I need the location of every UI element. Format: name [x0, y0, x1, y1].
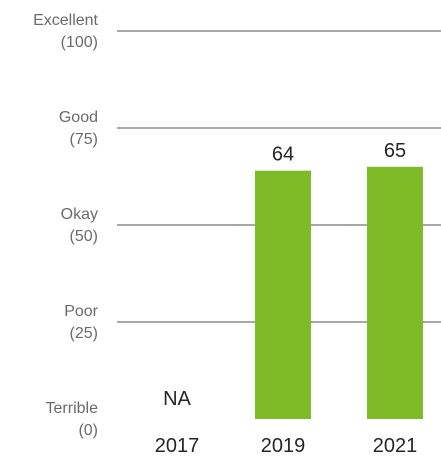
data-label-2019: 64 — [272, 144, 294, 166]
bars — [255, 166, 423, 419]
data-label-2017: NA — [163, 388, 191, 410]
y-tick-score: (0) — [78, 422, 98, 439]
y-tick-label: Good — [59, 109, 98, 126]
bar-2019 — [255, 170, 311, 419]
data-labels: NA 64 65 — [163, 140, 406, 410]
y-tick-label: Poor — [64, 303, 98, 320]
x-tick-label: 2019 — [261, 435, 306, 457]
x-axis-ticks: 2017 2019 2021 — [155, 435, 418, 457]
y-tick-score: (25) — [70, 325, 98, 342]
y-tick-score: (50) — [70, 228, 98, 245]
y-tick-score: (100) — [61, 34, 98, 51]
y-tick-score: (75) — [70, 131, 98, 148]
x-tick-label: 2017 — [155, 435, 200, 457]
y-axis-ticks: Excellent (100) Good (75) Okay (50) Poor (25) Te… — [33, 12, 99, 439]
y-tick-label: Terrible — [46, 400, 99, 417]
data-label-2021: 65 — [384, 140, 406, 162]
bar-2021 — [367, 166, 423, 419]
y-tick-label: Okay — [61, 206, 98, 223]
y-tick-label: Excellent — [33, 12, 98, 29]
x-tick-label: 2021 — [373, 435, 418, 457]
